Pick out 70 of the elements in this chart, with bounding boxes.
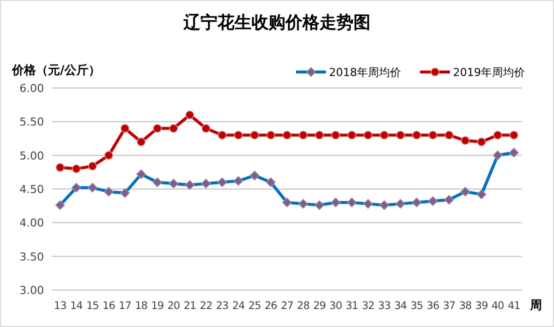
point <box>234 130 243 140</box>
x-tick-label: 37 <box>442 300 456 312</box>
x-tick-label: 22 <box>200 300 212 312</box>
x-tick-label: 18 <box>134 300 148 312</box>
point <box>315 130 324 140</box>
x-tick-label: 35 <box>410 300 423 312</box>
x-tick-label: 32 <box>362 300 374 312</box>
x-tick-label: 39 <box>475 300 488 312</box>
x-tick-label: 33 <box>378 300 390 312</box>
x-tick-label: 17 <box>118 300 132 312</box>
point <box>136 137 146 146</box>
point <box>493 130 502 140</box>
point <box>250 130 259 140</box>
point <box>202 124 210 133</box>
point <box>428 130 438 140</box>
point <box>72 164 81 174</box>
point <box>185 110 194 120</box>
x-tick-label: 31 <box>346 300 358 312</box>
x-axis-title: 周 <box>529 298 542 312</box>
x-tick-label: 30 <box>329 300 342 312</box>
legend-label: 2018年周均价 <box>329 66 401 79</box>
point <box>104 150 114 160</box>
x-tick-label: 19 <box>151 300 164 312</box>
x-tick-label: 34 <box>394 300 408 312</box>
point <box>509 130 518 140</box>
y-tick-label: 6.00 <box>20 82 44 95</box>
x-tick-label: 24 <box>232 300 246 312</box>
x-tick-label: 26 <box>264 300 278 312</box>
y-tick-label: 3.00 <box>20 284 44 297</box>
x-tick-label: 25 <box>248 300 261 312</box>
point <box>444 130 454 140</box>
point <box>120 124 130 133</box>
point <box>380 130 389 140</box>
point <box>266 130 276 140</box>
point <box>56 163 65 172</box>
x-tick-label: 14 <box>70 300 84 312</box>
x-tick-label: 15 <box>86 300 99 312</box>
point <box>218 130 227 140</box>
chart-title: 辽宁花生收购价格走势图 <box>182 13 370 33</box>
point <box>331 130 340 140</box>
point <box>298 130 308 140</box>
x-tick-label: 27 <box>280 300 294 312</box>
point <box>347 130 356 140</box>
y-tick-label: 4.50 <box>20 183 44 196</box>
x-tick-label: 41 <box>508 300 520 312</box>
x-tick-label: 20 <box>167 300 180 312</box>
x-tick-label: 40 <box>492 300 504 312</box>
x-tick-label: 28 <box>297 300 310 312</box>
point <box>88 162 97 171</box>
y-tick-label: 4.00 <box>20 216 44 230</box>
point <box>169 124 178 133</box>
y-tick-label: 3.50 <box>20 250 44 264</box>
x-tick-label: 23 <box>216 300 228 312</box>
x-tick-label: 36 <box>426 300 440 312</box>
point <box>477 137 486 146</box>
x-tick-label: 21 <box>184 300 196 312</box>
y-tick-label: 5.00 <box>20 149 44 162</box>
point <box>152 124 162 133</box>
point <box>460 136 470 145</box>
y-axis-title: 价格（元/公斤） <box>11 63 100 77</box>
legend-label: 2019年周均价 <box>453 66 525 79</box>
point <box>364 130 372 140</box>
y-tick-label: 5.50 <box>20 116 44 129</box>
x-tick-label: 13 <box>54 300 66 312</box>
x-tick-label: 38 <box>459 300 472 312</box>
point <box>282 130 292 140</box>
point <box>412 130 422 140</box>
x-tick-label: 29 <box>313 300 326 312</box>
x-tick-label: 16 <box>102 300 116 312</box>
point <box>396 130 405 140</box>
